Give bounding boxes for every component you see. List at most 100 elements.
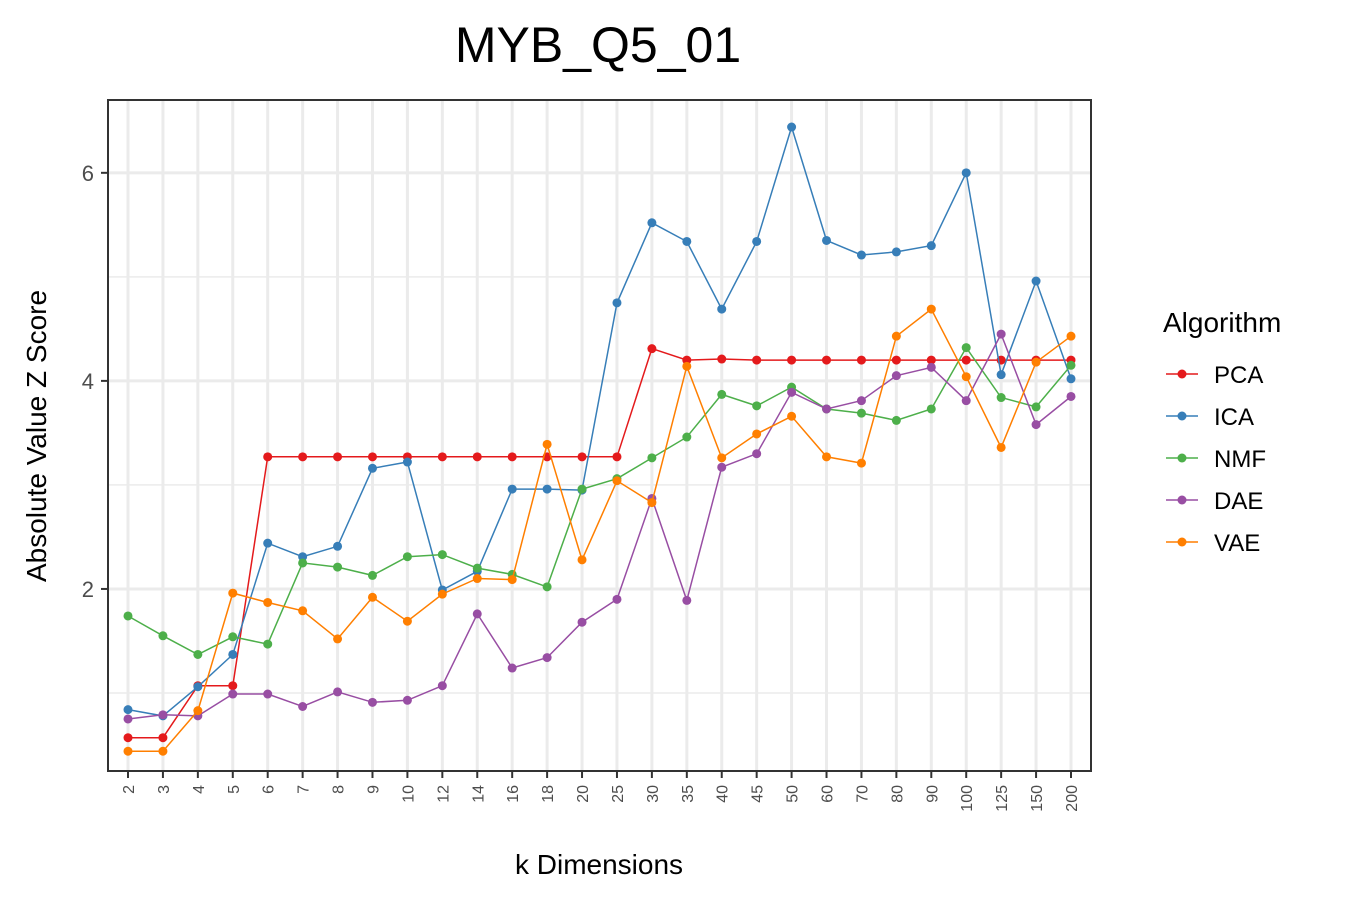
data-point-nmf <box>402 552 412 562</box>
data-point-pca <box>822 355 832 365</box>
data-point-nmf <box>193 649 203 659</box>
legend-item-pca: PCA <box>1166 362 1263 389</box>
data-point-vae <box>263 597 273 607</box>
x-tick-label: 8 <box>331 785 348 794</box>
plot-panel-border <box>107 99 1092 772</box>
x-tick-label: 70 <box>854 785 871 803</box>
x-tick-label: 40 <box>715 785 732 803</box>
legend-label: ICA <box>1214 404 1254 431</box>
data-point-ica <box>682 236 692 246</box>
legend-key-point <box>1177 369 1187 379</box>
data-point-ica <box>367 463 377 473</box>
x-tick-label: 12 <box>435 785 452 803</box>
data-point-pca <box>856 355 866 365</box>
data-point-vae <box>367 592 377 602</box>
data-point-pca <box>298 452 308 462</box>
data-point-ica <box>263 538 273 548</box>
data-point-vae <box>402 616 412 626</box>
data-point-nmf <box>123 611 133 621</box>
y-axis: 2 4 6 <box>82 161 108 602</box>
data-point-dae <box>367 697 377 707</box>
data-point-vae <box>682 361 692 371</box>
x-tick-label: 25 <box>610 785 627 803</box>
x-tick-label: 200 <box>1064 785 1081 812</box>
data-point-dae <box>542 653 552 663</box>
data-point-nmf <box>472 563 482 573</box>
x-tick-label: 14 <box>470 785 487 803</box>
data-point-ica <box>402 457 412 467</box>
y-tick-label: 2 <box>82 577 94 602</box>
series-vae <box>123 304 1076 756</box>
data-point-pca <box>367 452 377 462</box>
data-point-vae <box>472 574 482 584</box>
legend-item-vae: VAE <box>1166 530 1260 557</box>
x-tick-label: 10 <box>400 785 417 803</box>
data-point-nmf <box>437 550 447 560</box>
x-tick-label: 9 <box>365 785 382 794</box>
data-point-vae <box>437 589 447 599</box>
legend-item-ica: ICA <box>1166 404 1254 431</box>
series-line-vae <box>128 307 1072 752</box>
data-point-nmf <box>367 570 377 580</box>
data-point-pca <box>472 452 482 462</box>
data-point-dae <box>472 609 482 619</box>
data-point-pca <box>437 452 447 462</box>
data-point-dae <box>891 371 901 381</box>
data-point-vae <box>507 575 517 585</box>
x-tick-label: 6 <box>261 785 278 794</box>
data-point-pca <box>263 452 273 462</box>
x-tick-label: 30 <box>645 785 662 803</box>
data-point-ica <box>961 168 971 178</box>
data-point-pca <box>682 355 692 365</box>
data-point-vae <box>647 498 657 508</box>
legend-label: VAE <box>1214 530 1260 557</box>
data-point-dae <box>996 329 1006 339</box>
x-tick-label: 100 <box>959 785 976 812</box>
data-point-ica <box>856 250 866 260</box>
data-point-pca <box>577 452 587 462</box>
legend-item-nmf: NMF <box>1166 446 1266 473</box>
data-point-dae <box>752 449 762 459</box>
data-point-vae <box>228 588 238 598</box>
data-point-vae <box>158 746 168 756</box>
data-point-ica <box>752 236 762 246</box>
data-point-vae <box>891 331 901 341</box>
data-point-pca <box>612 452 622 462</box>
data-point-vae <box>996 442 1006 452</box>
data-point-dae <box>856 396 866 406</box>
data-point-nmf <box>228 632 238 642</box>
series-line-nmf <box>127 346 1072 656</box>
data-point-nmf <box>577 484 587 494</box>
data-point-dae <box>507 663 517 673</box>
data-point-ica <box>333 541 343 551</box>
data-point-nmf <box>158 631 168 641</box>
x-tick-label: 90 <box>924 785 941 803</box>
data-point-dae <box>577 617 587 627</box>
data-point-dae <box>612 594 622 604</box>
data-point-ica <box>787 122 797 132</box>
series-dae <box>123 329 1076 724</box>
data-point-vae <box>856 458 866 468</box>
data-point-dae <box>263 689 273 699</box>
data-point-vae <box>717 453 727 463</box>
series-line-dae <box>127 332 1072 720</box>
data-point-pca <box>228 681 238 691</box>
data-point-pca <box>507 452 517 462</box>
data-point-dae <box>1066 391 1076 401</box>
x-tick-label: 5 <box>226 785 243 794</box>
x-axis: 2 3 4 5 6 7 8 9 10 12 14 16 18 20 25 30 35 40 45 50 60 70 80 90… <box>121 771 1081 812</box>
data-point-dae <box>158 710 168 720</box>
data-point-ica <box>612 298 622 308</box>
data-point-vae <box>612 476 622 486</box>
legend-item-dae: DAE <box>1166 488 1263 515</box>
chart-title: MYB_Q5_01 <box>455 17 741 73</box>
data-point-dae <box>437 681 447 691</box>
data-point-dae <box>402 695 412 705</box>
data-point-dae <box>298 702 308 712</box>
data-point-nmf <box>647 453 657 463</box>
x-tick-label: 50 <box>785 785 802 803</box>
data-point-pca <box>926 355 936 365</box>
x-tick-label: 7 <box>296 785 313 794</box>
data-point-dae <box>822 404 832 414</box>
